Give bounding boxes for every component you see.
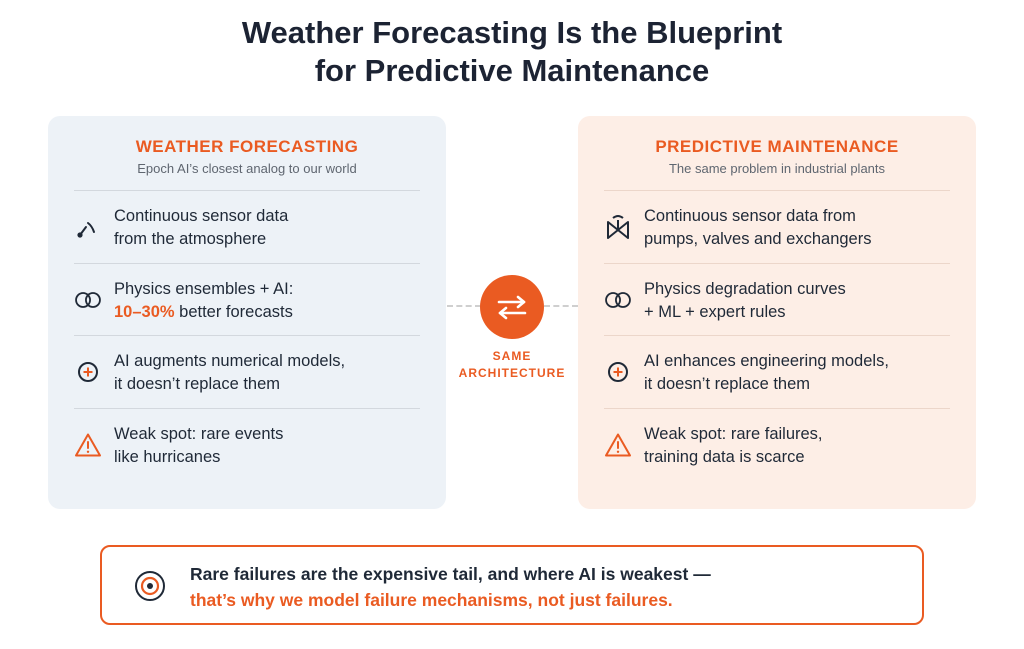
warning-icon — [604, 409, 632, 481]
overlapping-circles-icon — [74, 264, 102, 336]
callout-line2: that’s why we model failure mechanisms, … — [190, 590, 673, 610]
page-title-line2: for Predictive Maintenance — [314, 53, 710, 88]
weather-forecasting-panel: WEATHER FORECASTING Epoch AI’s closest a… — [48, 116, 446, 509]
same-architecture-line1: SAME — [492, 349, 532, 363]
target-icon — [134, 570, 166, 602]
panel-header: WEATHER FORECASTING Epoch AI’s closest a… — [74, 116, 420, 191]
page-title-line1: Weather Forecasting Is the Blueprint — [241, 15, 783, 50]
item-line2: training data is scarce — [644, 447, 805, 466]
item-line2: like hurricanes — [114, 447, 221, 466]
item-line1: Weak spot: rare failures, — [644, 424, 823, 443]
item-line2: it doesn’t replace them — [644, 375, 811, 393]
panel-header: PREDICTIVE MAINTENANCE The same problem … — [604, 116, 950, 191]
key-insight-callout: Rare failures are the expensive tail, an… — [100, 545, 924, 625]
predictive-maintenance-panel: PREDICTIVE MAINTENANCE The same problem … — [578, 116, 976, 509]
list-item: Physics ensembles + AI: 10–30% better fo… — [74, 264, 420, 336]
list-item: Weak spot: rare failures, training data … — [604, 409, 950, 482]
warning-icon — [74, 409, 102, 481]
list-item: AI enhances engineering models, it doesn… — [604, 336, 950, 409]
same-architecture-label: SAME ARCHITECTURE — [430, 348, 594, 382]
list-item: Weak spot: rare events like hurricanes — [74, 409, 420, 482]
item-line1: Continuous sensor data — [114, 207, 289, 225]
item-line2: from the atmosphere — [114, 230, 267, 248]
list-item: Physics degradation curves + ML + expert… — [604, 264, 950, 336]
plus-circle-icon — [604, 336, 632, 408]
item-line2: pumps, valves and exchangers — [644, 230, 872, 248]
valve-icon — [604, 191, 632, 263]
plus-circle-icon — [74, 336, 102, 408]
panel-title: WEATHER FORECASTING — [135, 137, 359, 156]
item-line1: Weak spot: rare events — [114, 424, 284, 443]
callout-line1: Rare failures are the expensive tail, an… — [190, 564, 711, 584]
improvement-highlight: 10–30% — [114, 302, 175, 321]
page-title: Weather Forecasting Is the Blueprint for… — [0, 14, 1024, 90]
overlapping-circles-icon — [604, 264, 632, 336]
panel-subtitle: The same problem in industrial plants — [668, 161, 886, 176]
list-item: AI augments numerical models, it doesn’t… — [74, 336, 420, 409]
panel-subtitle: Epoch AI’s closest analog to our world — [137, 161, 357, 176]
item-line2: it doesn’t replace them — [114, 375, 281, 393]
item-line2: 10–30% better forecasts — [114, 301, 420, 324]
item-line1: Physics degradation curves — [644, 279, 846, 298]
panel-title: PREDICTIVE MAINTENANCE — [655, 137, 899, 156]
same-architecture-line2: ARCHITECTURE — [458, 366, 566, 380]
connector-line-left — [447, 305, 481, 307]
signal-gauge-icon — [74, 191, 102, 263]
swap-arrows-icon — [480, 275, 544, 339]
list-item: Continuous sensor data from the atmosphe… — [74, 191, 420, 264]
item-line1: Continuous sensor data from — [644, 207, 856, 225]
list-item: Continuous sensor data from pumps, valve… — [604, 191, 950, 264]
item-line2-rest: better forecasts — [174, 302, 293, 321]
item-line1: Physics ensembles + AI: — [114, 279, 294, 298]
item-line1: AI augments numerical models, — [114, 352, 346, 370]
connector-line-right — [544, 305, 578, 307]
item-line2: + ML + expert rules — [644, 302, 786, 321]
item-line1: AI enhances engineering models, — [644, 352, 889, 370]
